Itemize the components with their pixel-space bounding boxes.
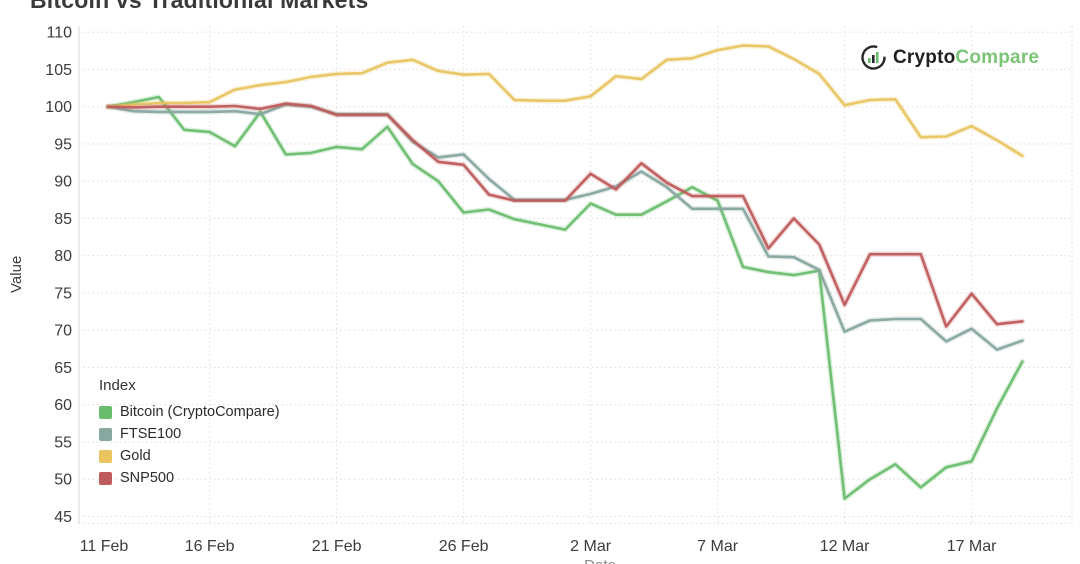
y-tick-label: 50 — [54, 472, 72, 489]
y-tick-label: 45 — [54, 509, 72, 526]
legend-swatch — [99, 427, 112, 441]
legend-item-snp500: SNP500 — [99, 467, 280, 489]
legend-item-bitcoin-cryptocompare-: Bitcoin (CryptoCompare) — [99, 401, 280, 423]
legend-swatch — [99, 471, 112, 485]
y-tick-label: 70 — [54, 323, 72, 340]
y-tick-label: 100 — [45, 99, 72, 116]
x-tick-label: 11 Feb — [80, 538, 129, 555]
y-tick-label: 85 — [54, 211, 72, 228]
cryptocompare-logo-icon — [861, 45, 886, 70]
series-line-gold — [106, 44, 1024, 158]
y-tick-label: 110 — [46, 25, 72, 42]
x-tick-label: 2 Mar — [570, 538, 612, 555]
x-tick-label: 21 Feb — [312, 538, 362, 555]
y-tick-label: 105 — [45, 62, 72, 79]
legend-swatch — [99, 405, 112, 419]
chart-legend: Index Bitcoin (CryptoCompare) FTSE100 Gold… — [99, 377, 280, 489]
y-tick-label: 65 — [54, 360, 72, 377]
x-tick-label: 7 Mar — [697, 538, 739, 555]
y-tick-label: 80 — [54, 248, 72, 265]
x-axis-title: Date — [584, 557, 616, 564]
page-title: Bitcoin vs Traditionial Markets — [30, 0, 369, 13]
legend-label: Gold — [120, 448, 151, 464]
legend-swatch — [99, 449, 112, 463]
series-line-bitcoin-cryptocompare- — [106, 95, 1024, 500]
y-tick-label: 55 — [54, 434, 72, 451]
y-tick-label: 95 — [54, 136, 72, 153]
legend-label: Bitcoin (CryptoCompare) — [120, 404, 280, 420]
x-tick-label: 12 Mar — [820, 538, 870, 555]
series-line-snp500 — [106, 102, 1024, 328]
cryptocompare-watermark: CryptoCompare — [860, 44, 1039, 71]
x-axis-title-clipped: Date — [540, 557, 660, 564]
x-tick-label: 16 Feb — [185, 538, 235, 555]
y-tick-label: 90 — [54, 174, 72, 191]
y-tick-label: 60 — [54, 397, 72, 414]
legend-label: SNP500 — [120, 470, 175, 486]
cryptocompare-logo-text: CryptoCompare — [893, 46, 1040, 68]
y-axis-title: Value — [8, 256, 25, 293]
legend-item-ftse100: FTSE100 — [99, 423, 280, 445]
legend-label: FTSE100 — [120, 426, 182, 442]
legend-item-gold: Gold — [99, 445, 280, 467]
x-tick-label: 26 Feb — [439, 538, 489, 555]
y-tick-label: 75 — [54, 285, 72, 302]
x-tick-label: 17 Mar — [947, 538, 997, 555]
chart-title-clipped: Bitcoin vs Traditionial Markets — [0, 0, 700, 14]
legend-title: Index — [99, 377, 136, 394]
